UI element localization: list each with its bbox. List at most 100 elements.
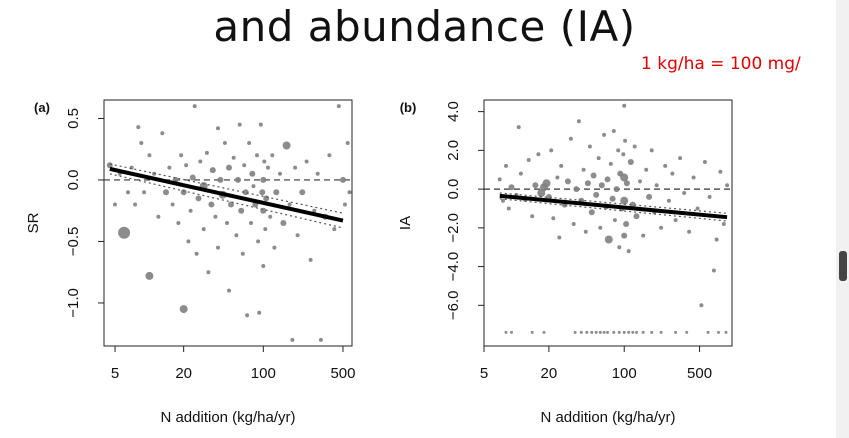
y-tick-label: 2.0 — [445, 140, 462, 161]
data-point — [204, 150, 209, 155]
data-point — [646, 193, 653, 200]
data-point — [542, 179, 551, 188]
data-point — [180, 189, 187, 196]
data-point — [685, 330, 689, 334]
data-point — [163, 189, 169, 196]
x-axis-label: N addition (kg/ha/yr) — [160, 409, 295, 426]
data-point — [201, 227, 206, 232]
data-point — [208, 201, 215, 208]
y-tick-label: −6.0 — [445, 291, 462, 321]
data-point — [216, 126, 220, 131]
data-point — [235, 176, 241, 183]
data-point — [249, 170, 256, 177]
panel-b: 5 20 100 500 −6.0 −4.0 −2.0 0.0 2.0 4.0 N addition… — [397, 99, 733, 426]
scrollbar-track[interactable] — [836, 0, 849, 438]
data-point — [579, 330, 583, 334]
data-point — [238, 207, 245, 214]
panel-label: (a) — [34, 100, 50, 115]
data-point — [345, 141, 350, 145]
data-point — [536, 152, 541, 157]
data-point — [242, 163, 247, 168]
data-point — [189, 174, 196, 181]
data-point — [620, 196, 629, 205]
data-point — [213, 214, 218, 219]
data-point — [506, 206, 511, 211]
data-point — [573, 186, 580, 193]
plot-frame — [103, 99, 353, 347]
data-point — [576, 119, 581, 124]
ci-lower-line — [109, 173, 344, 229]
data-point — [649, 148, 654, 153]
x-tick-label: 5 — [480, 365, 488, 382]
data-point — [186, 239, 191, 244]
data-point — [198, 159, 203, 164]
data-point — [616, 148, 621, 153]
data-point — [670, 171, 675, 176]
data-point — [497, 177, 502, 182]
data-point — [702, 160, 707, 164]
regression-line — [109, 166, 344, 223]
data-point — [179, 305, 188, 314]
data-point — [706, 330, 710, 334]
data-point — [598, 330, 602, 334]
data-point — [255, 153, 259, 158]
slide-title: and abundance (IA) — [213, 2, 636, 51]
data-point — [147, 153, 152, 158]
data-point — [240, 251, 245, 256]
data-point — [622, 103, 627, 108]
y-tick-label: −1.0 — [65, 288, 82, 318]
data-point — [167, 165, 172, 170]
data-point — [206, 270, 211, 275]
data-point — [261, 264, 266, 268]
data-point — [270, 153, 275, 158]
data-point — [663, 163, 668, 168]
y-tick-label: −4.0 — [445, 252, 462, 282]
data-point — [160, 131, 165, 136]
data-point — [308, 257, 313, 262]
data-point — [508, 184, 515, 191]
data-point — [133, 202, 138, 207]
data-point — [659, 330, 663, 334]
data-point — [342, 202, 347, 207]
data-point — [179, 153, 184, 158]
data-point — [608, 161, 613, 166]
data-point — [327, 153, 332, 158]
data-point — [674, 330, 678, 334]
data-point — [629, 201, 636, 208]
data-point — [611, 129, 616, 133]
ci-upper-line — [109, 163, 344, 214]
data-point — [259, 189, 266, 196]
data-point — [268, 214, 273, 219]
data-point — [622, 330, 626, 334]
data-point — [318, 337, 323, 342]
data-point — [142, 190, 147, 195]
data-point — [621, 232, 628, 239]
data-point — [612, 218, 617, 223]
data-point — [641, 233, 646, 238]
data-point — [659, 225, 664, 230]
data-point — [336, 104, 341, 109]
data-point — [518, 171, 523, 176]
scrollbar-thumb[interactable] — [839, 251, 847, 281]
data-point — [573, 330, 577, 334]
data-point — [192, 104, 197, 109]
data-point — [530, 214, 535, 219]
y-tick-label: 0.5 — [65, 108, 82, 129]
ci-upper-line — [499, 192, 728, 214]
data-point — [526, 158, 531, 162]
data-point — [650, 330, 654, 334]
data-point — [604, 235, 613, 244]
data-point — [588, 209, 595, 216]
data-point — [501, 198, 505, 203]
data-point — [228, 201, 234, 208]
data-point — [170, 202, 175, 207]
data-point — [260, 176, 267, 183]
data-point — [266, 165, 270, 170]
data-point — [139, 141, 144, 145]
data-point — [613, 186, 620, 193]
data-point — [617, 245, 622, 250]
data-point — [237, 122, 242, 127]
x-tick-label: 100 — [251, 365, 276, 382]
data-point — [571, 222, 576, 226]
data-point — [583, 229, 588, 234]
